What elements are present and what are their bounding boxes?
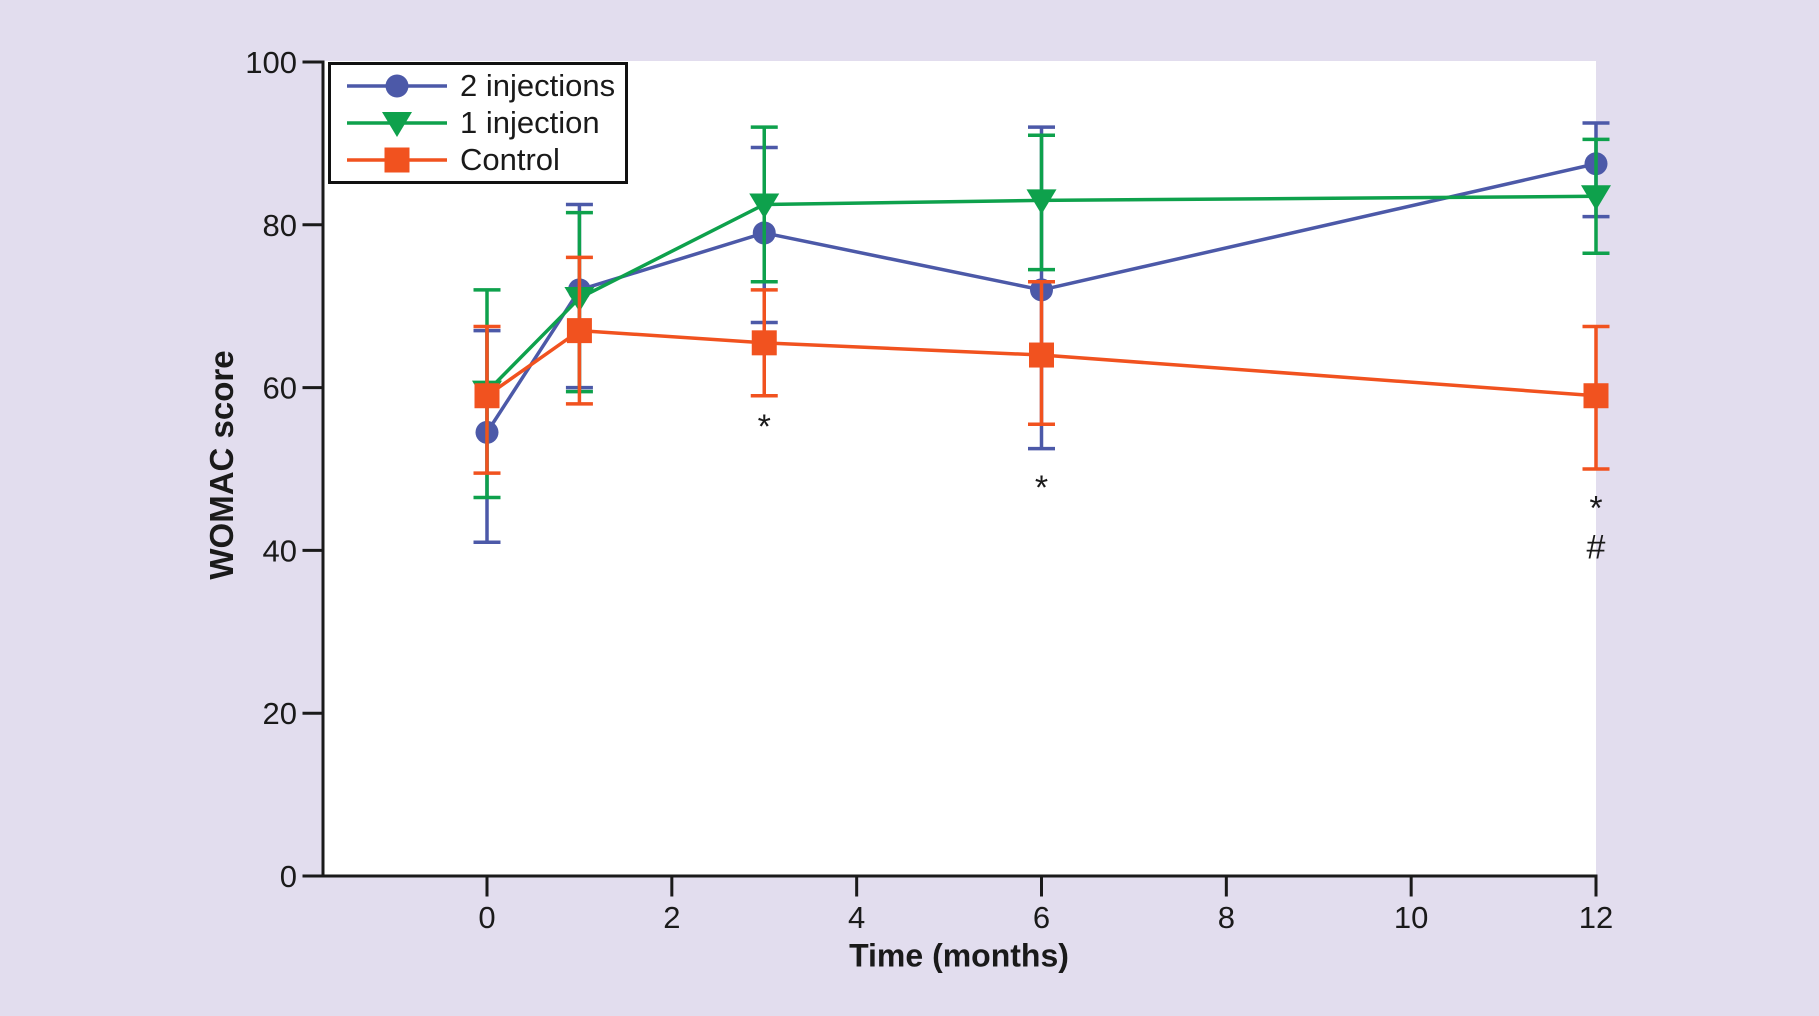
x-tick-label: 0 [478,900,495,935]
legend-label: Control [460,142,560,178]
series-control [473,255,1610,475]
y-axis-title: WOMAC score [203,350,240,580]
y-tick-label: 0 [280,859,297,894]
annotation-asterisk: * [1589,490,1602,528]
data-point-control [1583,383,1609,409]
legend-triangle-marker-icon [347,111,447,137]
legend-marker [382,111,412,137]
data-point-control [1029,342,1054,368]
x-tick-label: 6 [1033,900,1050,935]
legend-circle-marker-icon [347,74,447,98]
x-axis-title: Time (months) [849,937,1069,974]
x-tick-label: 2 [663,900,680,935]
x-tick-label: 10 [1394,900,1428,935]
annotation-asterisk: * [758,408,771,446]
data-point-1-injection [749,193,780,219]
data-point-control [751,330,777,356]
legend-label: 2 injections [460,67,616,103]
legend-marker [385,74,409,98]
data-point-control [474,383,500,409]
legend-item-1-injection: 1 injection [331,105,625,141]
annotation-hash: # [1587,528,1606,566]
x-tick-label: 12 [1579,900,1613,935]
x-tick-label: 4 [848,900,865,935]
data-point-control [566,318,592,344]
annotation-asterisk: * [1035,469,1048,507]
legend-marker [384,147,410,173]
data-point-1-injection [1026,189,1057,215]
y-tick-label: 80 [263,208,297,243]
data-point-1-injection [1581,185,1611,211]
legend-item-control: Control [331,142,625,178]
legend-item-2-injections: 2 injections [331,68,625,104]
legend: 2 injections 1 injection Control [328,62,628,184]
legend-square-marker-icon [347,147,447,173]
y-tick-label: 100 [245,45,297,80]
y-tick-label: 60 [263,371,297,406]
y-tick-label: 20 [263,696,297,731]
legend-label: 1 injection [460,104,600,140]
x-tick-label: 8 [1218,900,1235,935]
y-tick-label: 40 [263,533,297,568]
